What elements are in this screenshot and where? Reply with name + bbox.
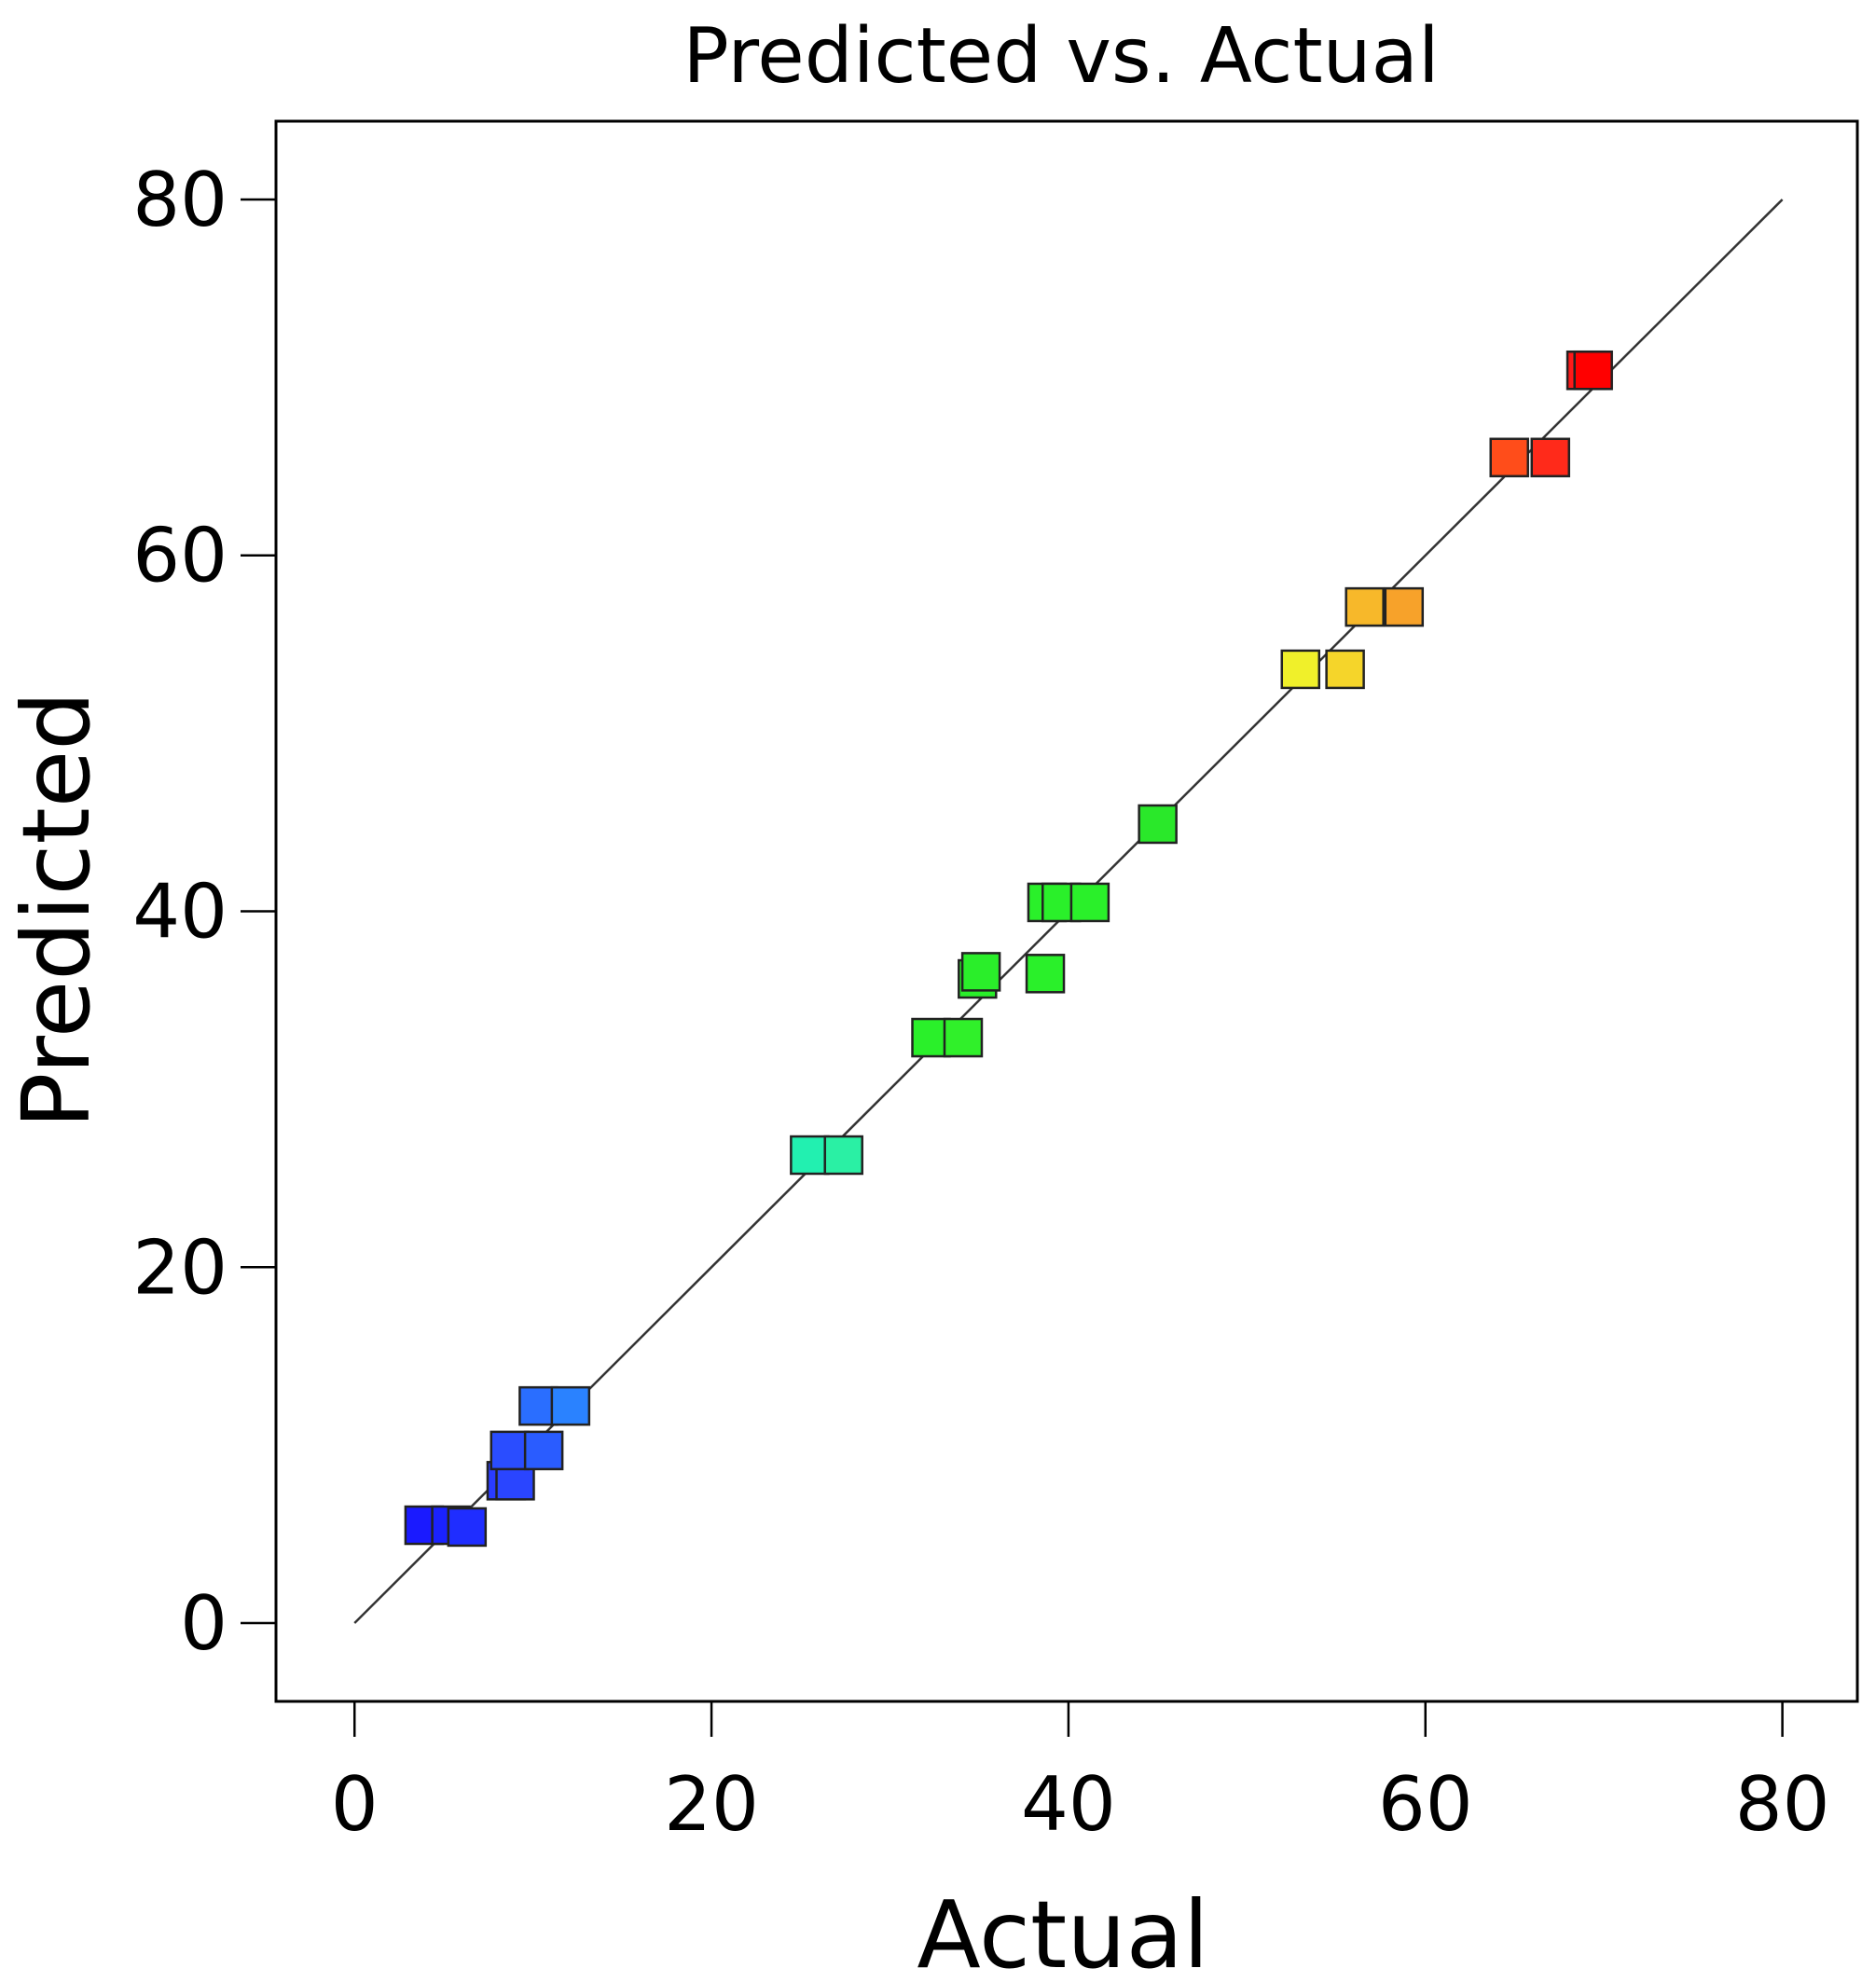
data-point	[1325, 649, 1365, 690]
y-tick-label: 20	[132, 1224, 228, 1311]
x-tick-label: 20	[664, 1761, 759, 1848]
y-tick-label: 40	[132, 869, 228, 956]
data-point	[943, 1017, 984, 1058]
data-point	[447, 1507, 488, 1548]
data-point	[823, 1135, 863, 1176]
x-tick-label: 60	[1378, 1761, 1473, 1848]
data-point	[1489, 437, 1529, 478]
data-point	[790, 1135, 830, 1176]
x-tick-label: 40	[1021, 1761, 1116, 1848]
x-tick-label: 0	[331, 1761, 379, 1848]
data-point	[490, 1430, 531, 1471]
data-point	[1345, 586, 1385, 627]
data-point	[523, 1430, 564, 1471]
data-point	[550, 1385, 591, 1426]
chart-title: Predicted vs. Actual	[683, 12, 1439, 101]
y-axis-label: Predicted	[2, 691, 111, 1128]
data-point	[1025, 954, 1066, 994]
y-tick-label: 80	[132, 157, 228, 243]
data-point	[1280, 649, 1321, 690]
data-point	[960, 952, 1001, 992]
data-point	[1138, 804, 1178, 845]
y-tick-label: 60	[132, 513, 228, 599]
data-point	[1573, 350, 1613, 391]
data-point	[1530, 437, 1571, 478]
y-tick-label: 0	[180, 1580, 228, 1667]
data-point	[1384, 586, 1425, 627]
data-point	[1069, 882, 1110, 923]
x-tick-label: 80	[1735, 1761, 1830, 1848]
x-axis-label: Actual	[917, 1880, 1208, 1982]
